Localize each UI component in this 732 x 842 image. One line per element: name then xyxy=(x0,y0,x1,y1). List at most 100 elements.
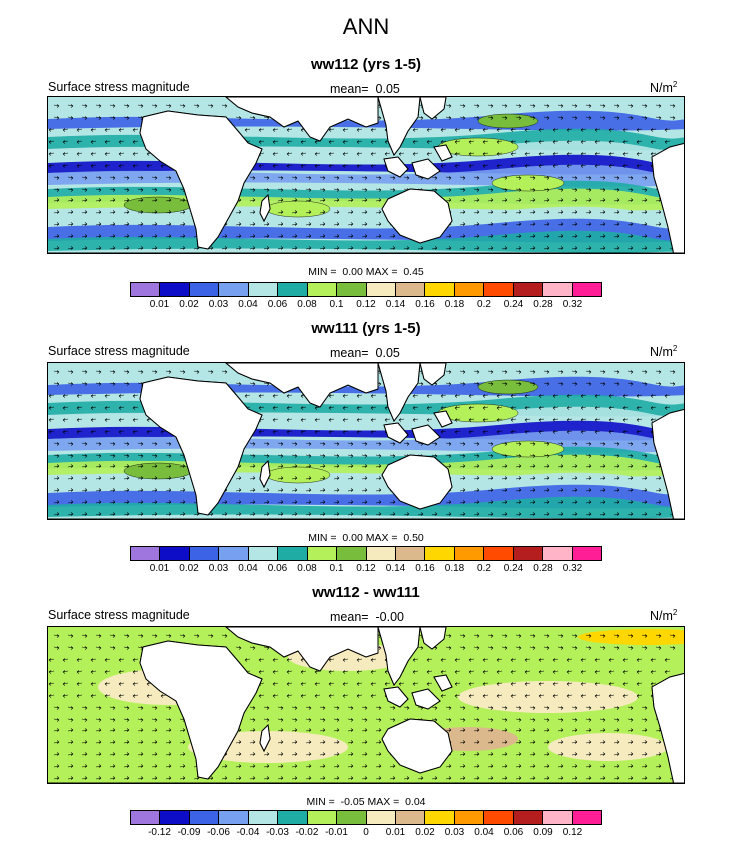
stress-vector-arrow xyxy=(95,634,102,638)
stress-vector-arrow xyxy=(557,646,564,650)
stress-vector-arrow xyxy=(599,718,606,722)
stress-vector-arrow xyxy=(249,454,256,458)
stress-vector-arrow xyxy=(258,670,265,674)
stress-vector-arrow xyxy=(487,764,494,768)
colorbar-tick-label: 0.2 xyxy=(477,299,491,310)
stress-vector-arrow xyxy=(305,210,312,214)
colorbar-swatch xyxy=(278,811,308,824)
stress-vector-arrow xyxy=(445,234,452,238)
stress-vector-arrow xyxy=(445,382,452,386)
panel-2-colorbar-ticks: 0.01 0.02 0.03 0.04 0.06 0.08 0.1 0.12 0.14 0.16 0… xyxy=(130,563,602,575)
colorbar-swatch xyxy=(484,283,514,296)
stress-vector-arrow xyxy=(361,488,368,492)
stress-vector-arrow xyxy=(193,104,200,108)
stress-vector-arrow xyxy=(305,246,312,250)
stress-vector-arrow xyxy=(235,776,242,780)
stress-vector-arrow xyxy=(501,718,508,722)
stress-vector-arrow xyxy=(137,512,144,516)
stress-vector-arrow xyxy=(300,164,307,168)
stress-vector-arrow xyxy=(496,164,503,168)
stress-vector-arrow xyxy=(249,752,256,756)
stress-vector-arrow xyxy=(67,442,74,446)
stress-vector-arrow xyxy=(370,418,377,422)
stress-vector-arrow xyxy=(440,658,447,662)
stress-vector-arrow xyxy=(104,670,111,674)
stress-vector-arrow xyxy=(529,382,536,386)
stress-vector-arrow xyxy=(333,728,340,732)
stress-vector-arrow xyxy=(599,382,606,386)
stress-vector-arrow xyxy=(207,104,214,108)
stress-vector-arrow xyxy=(538,152,545,156)
panel-1-colorbar xyxy=(130,282,602,297)
stress-vector-arrow xyxy=(305,188,312,192)
stress-vector-arrow xyxy=(538,164,545,168)
stress-vector-arrow xyxy=(501,646,508,650)
stress-vector-arrow xyxy=(249,718,256,722)
stress-vector-arrow xyxy=(543,476,550,480)
land-mask xyxy=(259,193,271,223)
stress-vector-arrow xyxy=(137,488,144,492)
stress-vector-arrow xyxy=(608,164,615,168)
stress-vector-arrow xyxy=(118,658,125,662)
stress-vector-arrow xyxy=(76,694,83,698)
stress-vector-arrow xyxy=(552,670,559,674)
stress-vector-arrow xyxy=(487,442,494,446)
stress-vector-arrow xyxy=(566,164,573,168)
stress-vector-arrow xyxy=(109,464,116,468)
stress-vector-arrow xyxy=(123,464,130,468)
stress-vector-arrow xyxy=(375,198,382,202)
stress-vector-arrow xyxy=(305,198,312,202)
stress-vector-arrow xyxy=(487,382,494,386)
stress-vector-arrow xyxy=(510,682,517,686)
stress-vector-arrow xyxy=(627,198,634,202)
stress-vector-arrow xyxy=(53,104,60,108)
stress-vector-arrow xyxy=(95,176,102,180)
stress-vector-arrow xyxy=(137,234,144,238)
stress-vector-arrow xyxy=(291,442,298,446)
colorbar-tick-label: 0.06 xyxy=(267,299,288,310)
stress-vector-arrow xyxy=(81,104,88,108)
stress-vector-arrow xyxy=(501,512,508,516)
stress-vector-arrow xyxy=(291,198,298,202)
stress-vector-arrow xyxy=(636,418,643,422)
stress-vector-arrow xyxy=(440,394,447,398)
stress-vector-arrow xyxy=(571,464,578,468)
stress-vector-arrow xyxy=(67,176,74,180)
stress-vector-arrow xyxy=(599,764,606,768)
stress-vector-arrow xyxy=(333,706,340,710)
stress-vector-arrow xyxy=(641,210,648,214)
stress-vector-arrow xyxy=(445,728,452,732)
stress-vector-arrow xyxy=(132,658,139,662)
stress-vector-arrow xyxy=(361,454,368,458)
stress-vector-arrow xyxy=(263,454,270,458)
stress-vector-arrow xyxy=(557,454,564,458)
stress-vector-arrow xyxy=(151,728,158,732)
stress-vector-arrow xyxy=(67,222,74,226)
stress-vector-arrow xyxy=(258,128,265,132)
stress-vector-arrow xyxy=(459,646,466,650)
stress-vector-arrow xyxy=(650,418,657,422)
colorbar-swatch xyxy=(131,283,161,296)
stress-vector-arrow xyxy=(137,776,144,780)
stress-vector-arrow xyxy=(613,488,620,492)
stress-vector-arrow xyxy=(599,646,606,650)
colorbar-tick-label: -0.12 xyxy=(148,827,171,838)
colorbar-swatch xyxy=(189,283,220,296)
stress-vector-arrow xyxy=(599,476,606,480)
stress-vector-arrow xyxy=(552,164,559,168)
stress-vector-arrow xyxy=(529,764,536,768)
land-mask xyxy=(377,97,421,156)
stress-vector-arrow xyxy=(300,682,307,686)
stress-vector-arrow xyxy=(473,718,480,722)
colorbar-tick-label: 0.01 xyxy=(149,299,170,310)
stress-vector-arrow xyxy=(524,140,531,144)
colorbar-tick-label: 0.12 xyxy=(562,827,583,838)
stress-vector-arrow xyxy=(291,246,298,250)
stress-vector-arrow xyxy=(62,430,69,434)
stress-vector-arrow xyxy=(81,442,88,446)
stress-vector-arrow xyxy=(90,682,97,686)
stress-vector-arrow xyxy=(473,188,480,192)
stress-vector-arrow xyxy=(151,234,158,238)
stress-vector-arrow xyxy=(137,718,144,722)
land-mask xyxy=(377,363,421,422)
